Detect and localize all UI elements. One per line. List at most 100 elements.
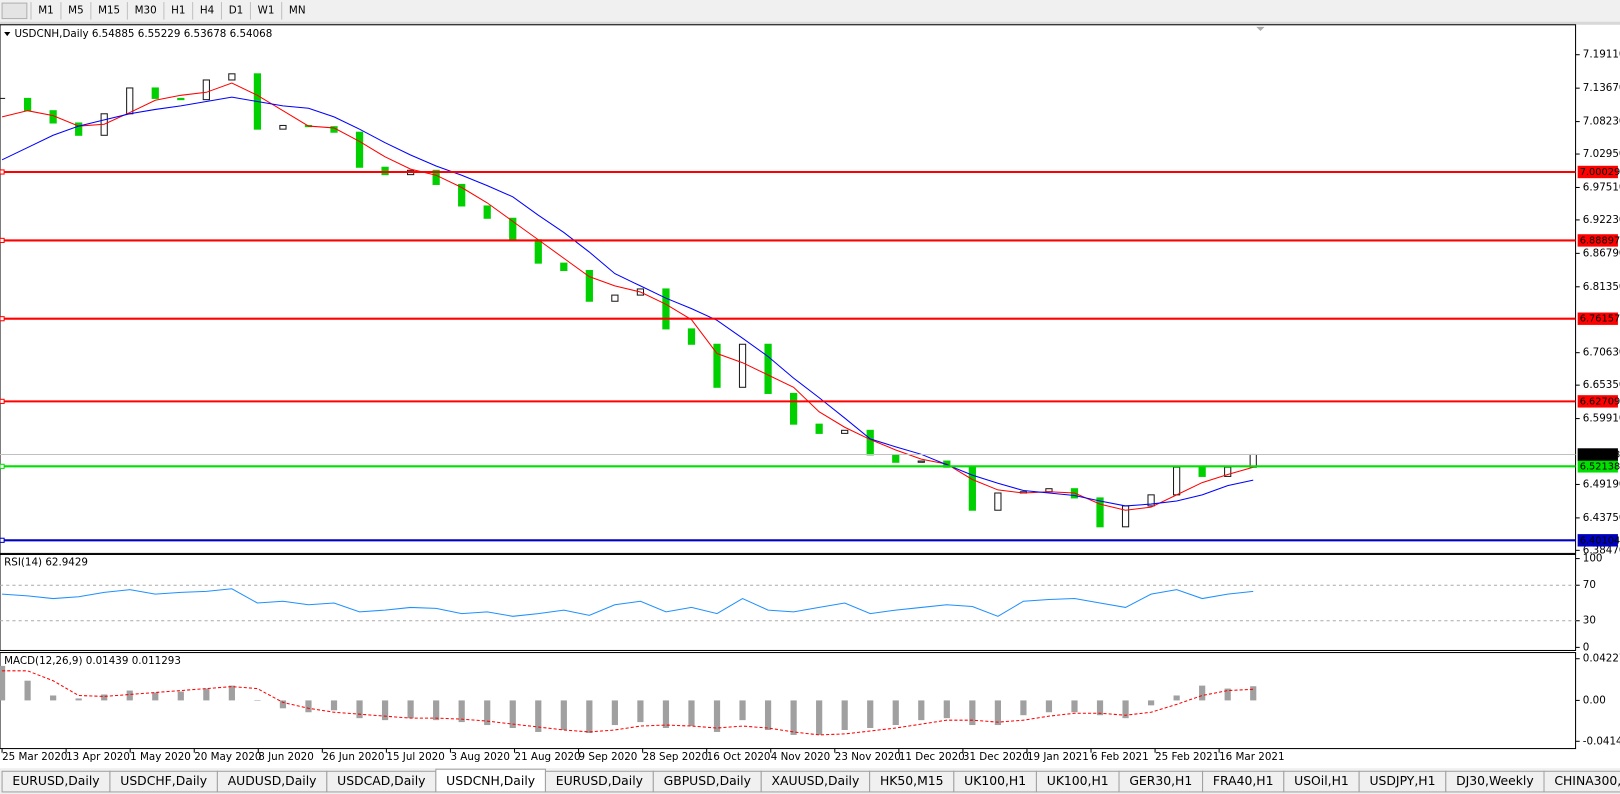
candle bbox=[432, 169, 440, 185]
tab[interactable]: USDJPY,H1 bbox=[1358, 770, 1447, 793]
tab[interactable]: USDCHF,Daily bbox=[109, 770, 218, 793]
candle bbox=[355, 131, 364, 168]
x-tick-label: 13 Apr 2020 bbox=[66, 751, 130, 763]
tab[interactable]: CHINA300,H1 bbox=[1543, 770, 1620, 793]
timeframe-button[interactable]: H1 bbox=[163, 2, 186, 20]
timeframe-button[interactable]: D1 bbox=[220, 2, 243, 20]
level-label-box bbox=[1577, 534, 1618, 547]
level-handle[interactable] bbox=[0, 398, 5, 404]
timeframe-label: M30 bbox=[135, 4, 157, 16]
level-handle[interactable] bbox=[0, 169, 5, 175]
tab[interactable]: UK100,H1 bbox=[1035, 770, 1120, 793]
tab[interactable]: EURUSD,Daily bbox=[544, 770, 654, 793]
timeframe-label: W1 bbox=[258, 4, 275, 16]
tab[interactable]: HK50,M15 bbox=[869, 770, 955, 793]
timeframe-label: M1 bbox=[38, 4, 53, 16]
x-tick-label: 11 Dec 2020 bbox=[899, 751, 965, 763]
macd-bar bbox=[228, 685, 235, 701]
timeframe-label: MN bbox=[289, 4, 306, 16]
y-tick-label: 70 bbox=[1583, 579, 1596, 591]
timeframe-button[interactable]: MN bbox=[281, 2, 306, 20]
candle bbox=[738, 343, 747, 388]
level-label-box bbox=[1577, 448, 1618, 461]
candle bbox=[23, 97, 32, 112]
tab-label: USDJPY,H1 bbox=[1369, 773, 1435, 788]
tab[interactable]: FRA40,H1 bbox=[1202, 770, 1285, 793]
y-tick-label: -0.04148 bbox=[1583, 735, 1620, 747]
candle bbox=[1198, 466, 1206, 477]
y-tick-label: 6.65350 bbox=[1583, 379, 1620, 391]
macd-bar bbox=[764, 700, 772, 730]
macd-bar bbox=[458, 700, 465, 723]
tab-label: GER30,H1 bbox=[1129, 773, 1192, 788]
level-tag: 6.62709 bbox=[1577, 395, 1620, 408]
level-handle[interactable] bbox=[0, 237, 5, 243]
toolbar-icon[interactable] bbox=[1, 2, 28, 20]
timeframe-button[interactable]: M30 bbox=[126, 2, 157, 20]
tab-label: USOil,H1 bbox=[1294, 773, 1349, 788]
timeframe-button[interactable]: M15 bbox=[90, 2, 120, 20]
candle bbox=[1249, 453, 1257, 468]
tab[interactable]: USDCAD,Daily bbox=[326, 770, 437, 793]
x-tick-label: 3 Aug 2020 bbox=[450, 751, 510, 763]
tab[interactable]: XAUUSD,Daily bbox=[760, 770, 871, 793]
x-tick-label: 25 Mar 2020 bbox=[2, 751, 67, 763]
level-label: 6.62709 bbox=[1580, 396, 1620, 407]
macd-bar bbox=[713, 700, 721, 732]
tab[interactable]: DJ30,Weekly bbox=[1445, 770, 1545, 793]
tab[interactable]: USDCNH,Daily bbox=[435, 768, 546, 793]
macd-bar bbox=[203, 688, 210, 701]
indicator-header: RSI(14) 62.9429 bbox=[4, 557, 88, 569]
level-label-box bbox=[1577, 312, 1618, 325]
timeframe-button[interactable]: W1 bbox=[249, 2, 275, 20]
indicator-header: MACD(12,26,9) 0.01439 0.011293 bbox=[4, 655, 181, 667]
level-label: 6.88897 bbox=[1580, 235, 1620, 246]
candle bbox=[815, 423, 823, 434]
macd-bar bbox=[433, 700, 440, 721]
macd-bar bbox=[560, 700, 567, 730]
tab[interactable]: UK100,H1 bbox=[953, 770, 1037, 793]
toolbar-border bbox=[0, 21, 1620, 25]
candle bbox=[534, 239, 542, 264]
level-handle[interactable] bbox=[0, 316, 5, 322]
level-label-box bbox=[1577, 395, 1618, 408]
macd-bar bbox=[0, 665, 6, 701]
timeframe-button[interactable]: H4 bbox=[192, 2, 215, 20]
timeframe-button[interactable]: M5 bbox=[60, 2, 84, 20]
tab[interactable]: GBPUSD,Daily bbox=[652, 770, 762, 793]
timeframe-button[interactable]: M1 bbox=[30, 2, 54, 20]
y-tick-label: 6.81350 bbox=[1583, 281, 1620, 293]
macd-bar bbox=[1147, 700, 1155, 706]
candle bbox=[228, 73, 236, 81]
tab[interactable]: EURUSD,Daily bbox=[1, 770, 111, 793]
macd-bar bbox=[841, 700, 848, 730]
x-tick-label: 26 Jun 2020 bbox=[322, 751, 384, 763]
level-label: 7.00029 bbox=[1580, 167, 1620, 178]
x-tick-label: 23 Nov 2020 bbox=[835, 751, 901, 763]
tab[interactable]: USOil,H1 bbox=[1283, 770, 1360, 793]
level-label-box bbox=[1577, 460, 1618, 473]
level-handle[interactable] bbox=[0, 463, 5, 469]
candle bbox=[177, 97, 185, 101]
level-label: 6.54068 bbox=[1580, 449, 1620, 460]
timeframe-label: M5 bbox=[68, 4, 83, 16]
macd-bar bbox=[1096, 700, 1104, 716]
x-tick-label: 20 May 2020 bbox=[194, 751, 261, 763]
macd-bar bbox=[101, 694, 108, 701]
y-tick-label: 6.92230 bbox=[1583, 214, 1620, 226]
tab[interactable]: GER30,H1 bbox=[1118, 770, 1204, 793]
macd-bar bbox=[126, 690, 133, 701]
candle bbox=[381, 166, 389, 176]
level-handle[interactable] bbox=[0, 537, 5, 543]
candle bbox=[1096, 497, 1104, 528]
candle bbox=[279, 124, 287, 130]
candle bbox=[968, 466, 976, 511]
tab[interactable]: AUDUSD,Daily bbox=[216, 770, 328, 793]
macd-bar bbox=[611, 700, 618, 726]
candle bbox=[917, 460, 925, 463]
candle bbox=[458, 183, 466, 207]
macd-bar bbox=[1224, 688, 1231, 701]
level-tag: 7.00029 bbox=[1577, 165, 1620, 179]
candle bbox=[611, 294, 619, 302]
